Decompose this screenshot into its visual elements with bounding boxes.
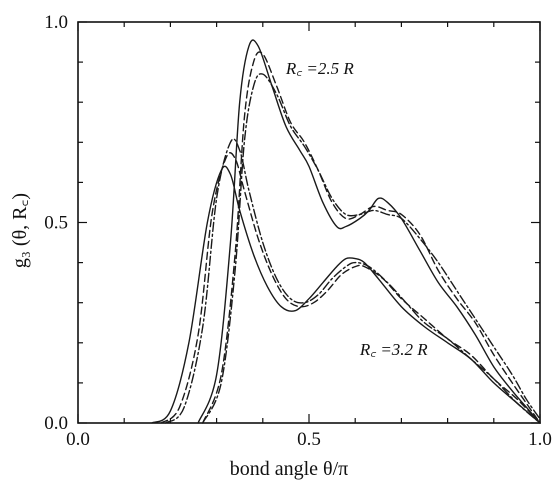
y-tick-labels: 0.0 0.5 1.0 — [44, 12, 68, 434]
annotations: R꜀ =2.5 R R꜀ =3.2 R — [285, 59, 428, 359]
curve-Rc=3.2R-solid — [151, 165, 541, 424]
x-tick-label: 1.0 — [528, 429, 552, 450]
y-tick-label: 1.0 — [44, 12, 68, 33]
x-axis-title: bond angle θ/π — [230, 458, 349, 480]
curve-Rc=2.5R-dash — [202, 51, 541, 424]
annotation-label: R꜀ =2.5 R — [285, 59, 354, 78]
y-axis-title: g₃ (θ, R꜀) — [9, 193, 31, 268]
annotation-label: R꜀ =3.2 R — [359, 340, 428, 359]
x-tick-labels: 0.0 0.5 1.0 — [66, 429, 552, 450]
y-tick-label: 0.0 — [44, 413, 68, 434]
curve-Rc=3.2R-dashdot — [165, 138, 541, 424]
x-tick-label: 0.5 — [297, 429, 321, 450]
plot-frame — [77, 21, 541, 424]
y-tick-label: 0.5 — [44, 213, 68, 234]
data-curves — [151, 39, 541, 424]
curve-Rc=2.5R-solid — [197, 39, 541, 424]
tick-marks — [77, 21, 541, 424]
x-tick-label: 0.0 — [66, 429, 90, 450]
curve-Rc=3.2R-dash — [160, 152, 541, 424]
curve-Rc=2.5R-dashdot — [202, 73, 541, 424]
